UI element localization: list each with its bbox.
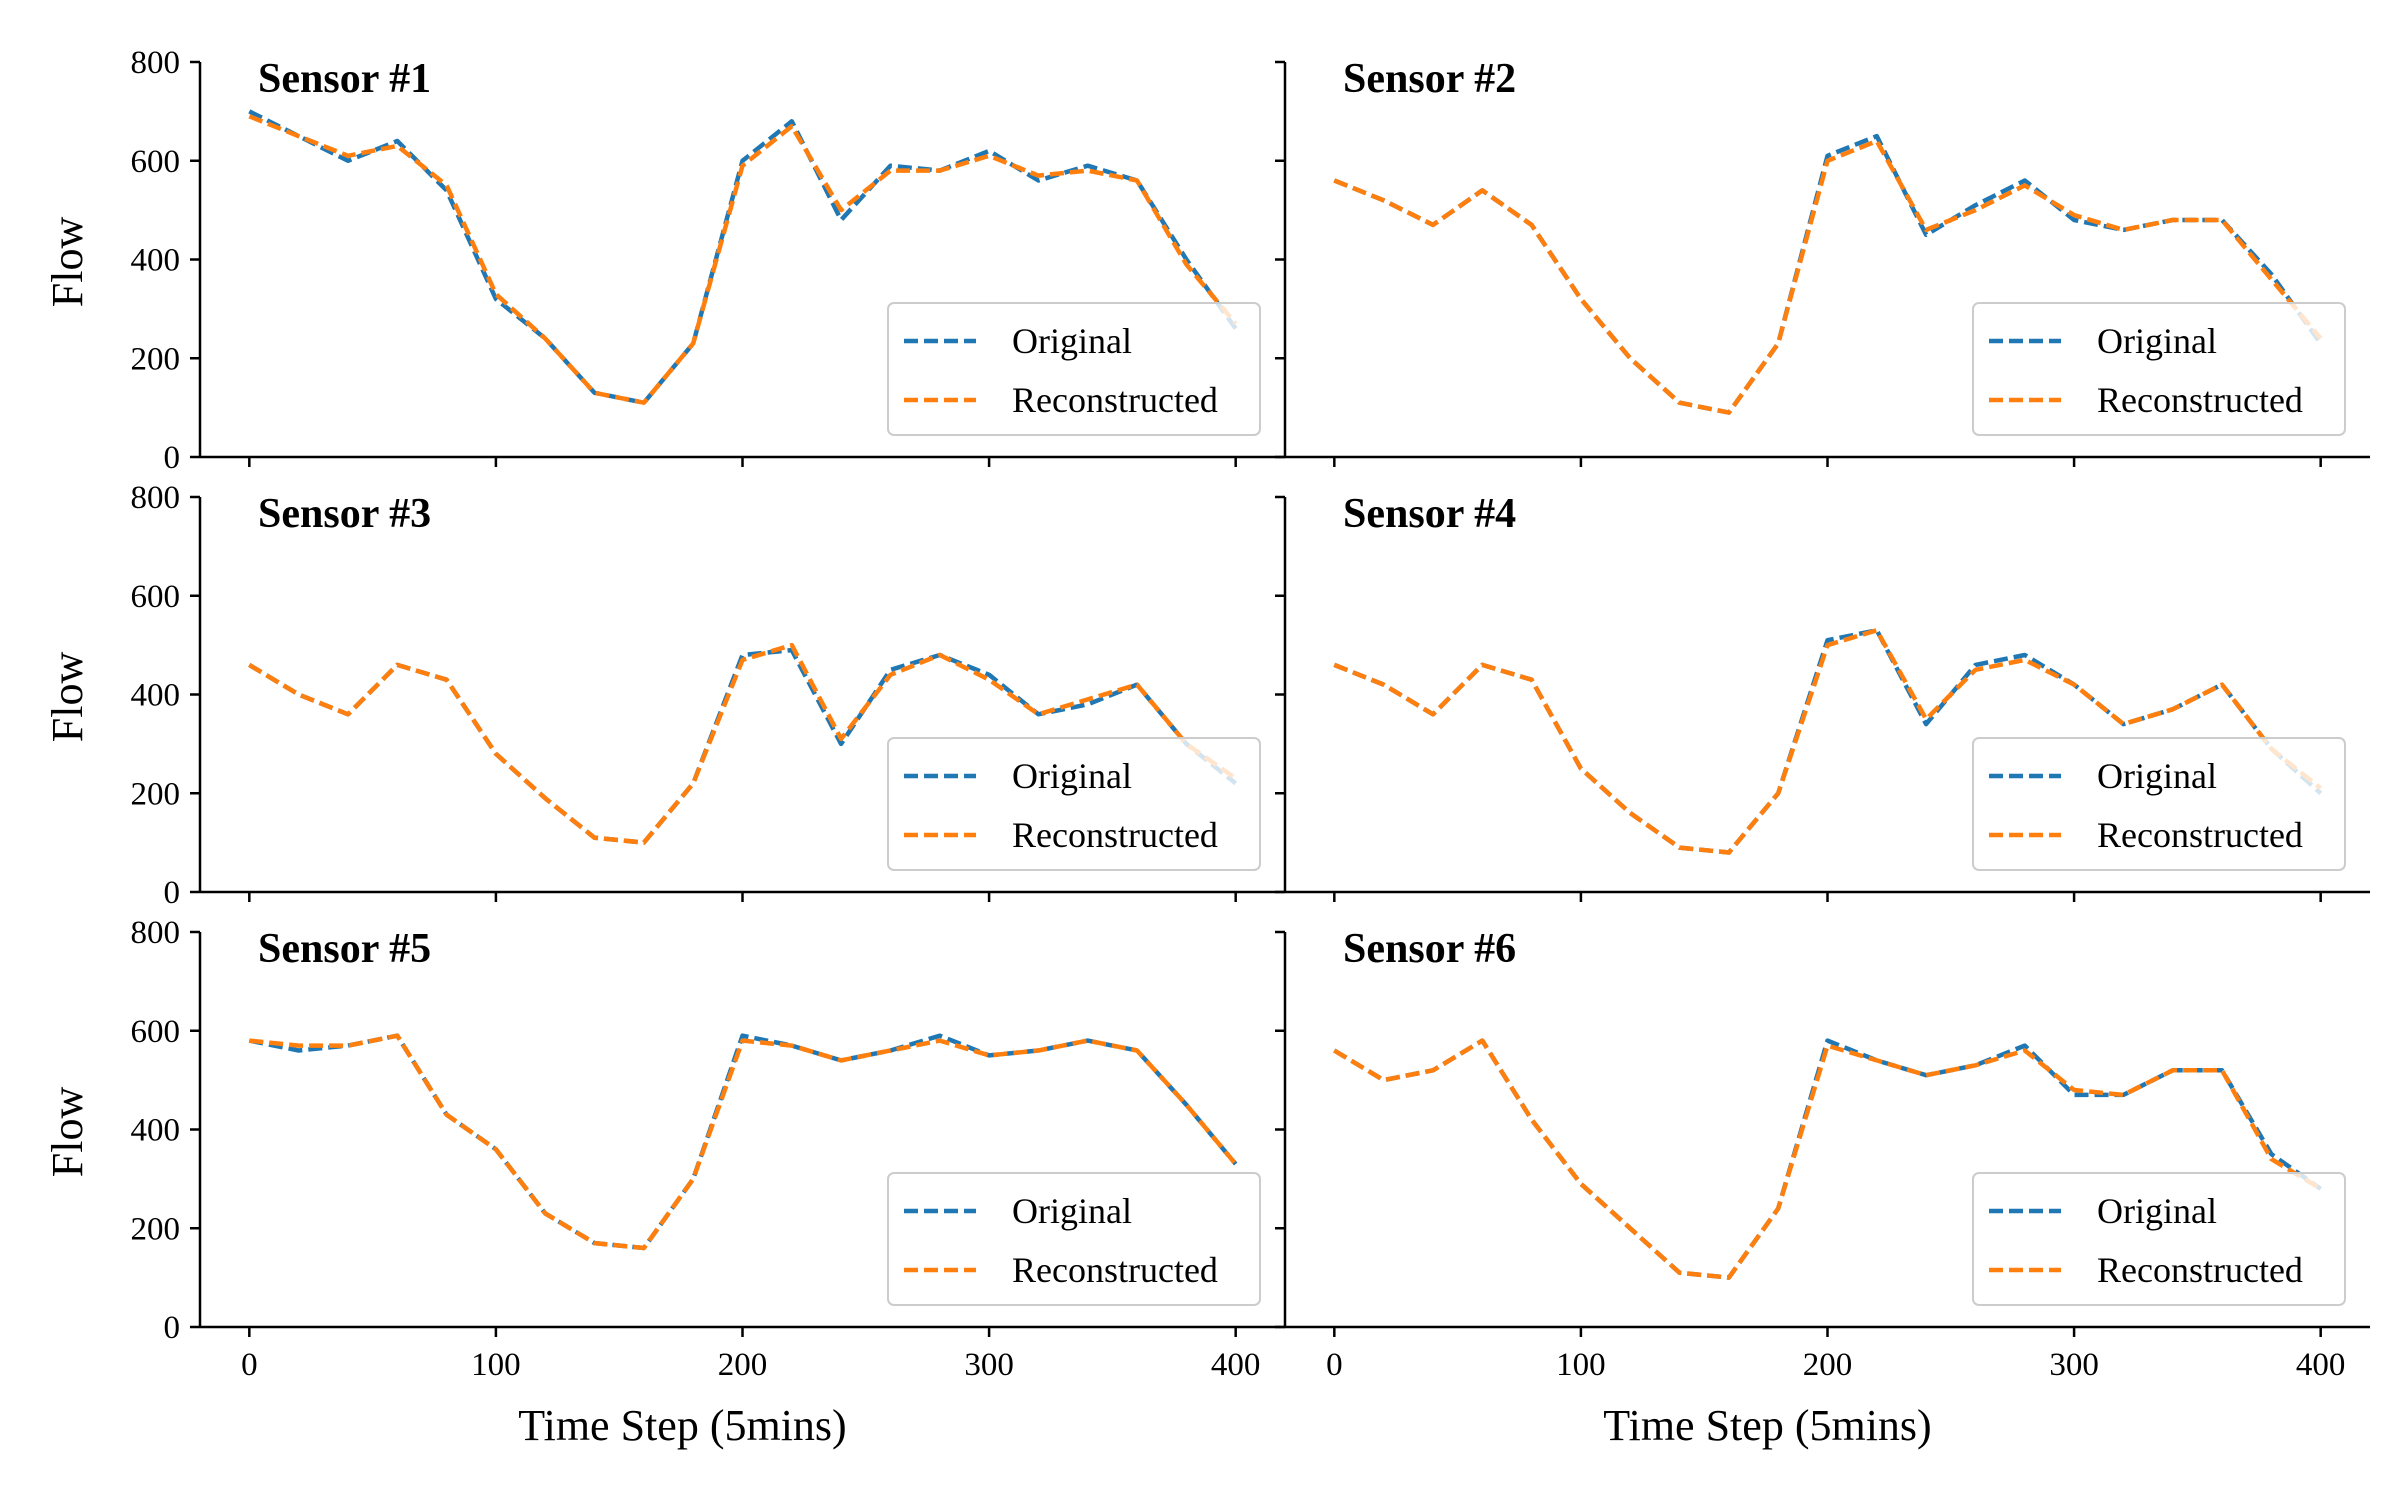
x-tick-label: 0 xyxy=(241,1347,258,1383)
y-tick-label: 200 xyxy=(131,776,181,812)
series-line-reconstructed xyxy=(1333,628,2323,855)
x-tick-label: 400 xyxy=(1211,1347,1261,1383)
y-tick-label: 800 xyxy=(131,480,181,516)
legend: Original Reconstructed xyxy=(887,302,1261,436)
legend-entry-original-label: Original xyxy=(1012,1191,1132,1231)
y-tick-label: 0 xyxy=(164,1310,181,1346)
panel-sensor-2: Sensor #2 Original Reconstructed xyxy=(1275,56,2370,467)
legend-entry-original-label: Original xyxy=(2097,321,2217,361)
x-axis-label-right: Time Step (5mins) xyxy=(1603,1401,1931,1450)
series-line-reconstructed xyxy=(248,114,1238,405)
panel-title: Sensor #6 xyxy=(1343,926,1516,972)
x-tick-label: 100 xyxy=(1556,1347,1606,1383)
legend-box xyxy=(1972,1172,2346,1306)
y-tick-label: 200 xyxy=(131,1211,181,1247)
panel-sensor-4: Sensor #4 Original Reconstructed xyxy=(1275,491,2370,902)
x-tick-label: 0 xyxy=(1326,1347,1343,1383)
legend: Original Reconstructed xyxy=(1972,1172,2346,1306)
y-tick-label: 200 xyxy=(131,341,181,377)
legend-entry-reconstructed-label: Reconstructed xyxy=(1012,815,1218,855)
x-tick-label: 100 xyxy=(471,1347,521,1383)
panel-title: Sensor #3 xyxy=(258,491,431,537)
legend-entry-original-label: Original xyxy=(1012,321,1132,361)
legend-entry-original-label: Original xyxy=(2097,756,2217,796)
y-tick-label: 0 xyxy=(164,875,181,911)
legend-entry-original-label: Original xyxy=(2097,1191,2217,1231)
y-tick-label: 400 xyxy=(131,678,181,714)
y-axis-label-row-1: Flow xyxy=(43,217,92,308)
y-tick-label: 800 xyxy=(131,915,181,951)
y-tick-label: 0 xyxy=(164,440,181,476)
panel-title: Sensor #5 xyxy=(258,926,431,972)
series-line-reconstructed xyxy=(248,642,1237,845)
panels: 0 200 400 600 800 Sensor #1 Original Reconstruc… xyxy=(131,45,2370,1383)
legend-box xyxy=(887,302,1261,436)
legend-box xyxy=(1972,302,2346,436)
panel-title: Sensor #1 xyxy=(258,56,431,102)
x-tick-label: 200 xyxy=(1803,1347,1853,1383)
y-tick-label: 400 xyxy=(131,1113,181,1149)
legend: Original Reconstructed xyxy=(1972,302,2346,436)
panel-sensor-5: 0 200 400 600 800 0 100 200 300 400 Sensor #5 Origi… xyxy=(131,915,1285,1383)
y-tick-label: 600 xyxy=(131,579,181,615)
series-line-reconstructed xyxy=(249,1033,1238,1251)
legend-box xyxy=(887,737,1261,871)
legend-box xyxy=(1972,737,2346,871)
legend-entry-reconstructed-label: Reconstructed xyxy=(1012,1250,1218,1290)
legend-entry-reconstructed-label: Reconstructed xyxy=(1012,380,1218,420)
panel-sensor-1: 0 200 400 600 800 Sensor #1 Original Reconstruc… xyxy=(131,45,1285,476)
x-axis-label-left: Time Step (5mins) xyxy=(518,1401,846,1450)
panel-sensor-6: 0 100 200 300 400 Sensor #6 Original Reconstruc… xyxy=(1275,926,2370,1383)
y-axis-label-row-3: Flow xyxy=(43,1087,92,1178)
y-axis-label-row-2: Flow xyxy=(43,652,92,743)
legend: Original Reconstructed xyxy=(887,737,1261,871)
series-line-reconstructed xyxy=(1333,1038,2322,1280)
x-tick-label: 200 xyxy=(718,1347,768,1383)
panel-title: Sensor #4 xyxy=(1343,491,1516,537)
series-line-original xyxy=(248,647,1238,845)
legend-entry-original-label: Original xyxy=(1012,756,1132,796)
y-tick-label: 600 xyxy=(131,144,181,180)
panel-sensor-3: 0 200 400 600 800 Sensor #3 Original Reconstruc… xyxy=(131,480,1285,911)
legend: Original Reconstructed xyxy=(887,1172,1261,1306)
panel-title: Sensor #2 xyxy=(1343,56,1516,102)
series-line-reconstructed xyxy=(1333,138,2323,415)
x-tick-label: 400 xyxy=(2296,1347,2346,1383)
legend-entry-reconstructed-label: Reconstructed xyxy=(2097,1250,2303,1290)
legend-entry-reconstructed-label: Reconstructed xyxy=(2097,815,2303,855)
y-tick-label: 600 xyxy=(131,1014,181,1050)
y-tick-label: 400 xyxy=(131,243,181,279)
legend-box xyxy=(887,1172,1261,1306)
x-tick-label: 300 xyxy=(964,1347,1014,1383)
legend-entry-reconstructed-label: Reconstructed xyxy=(2097,380,2303,420)
legend: Original Reconstructed xyxy=(1972,737,2346,871)
y-tick-label: 800 xyxy=(131,45,181,81)
x-tick-label: 300 xyxy=(2049,1347,2099,1383)
